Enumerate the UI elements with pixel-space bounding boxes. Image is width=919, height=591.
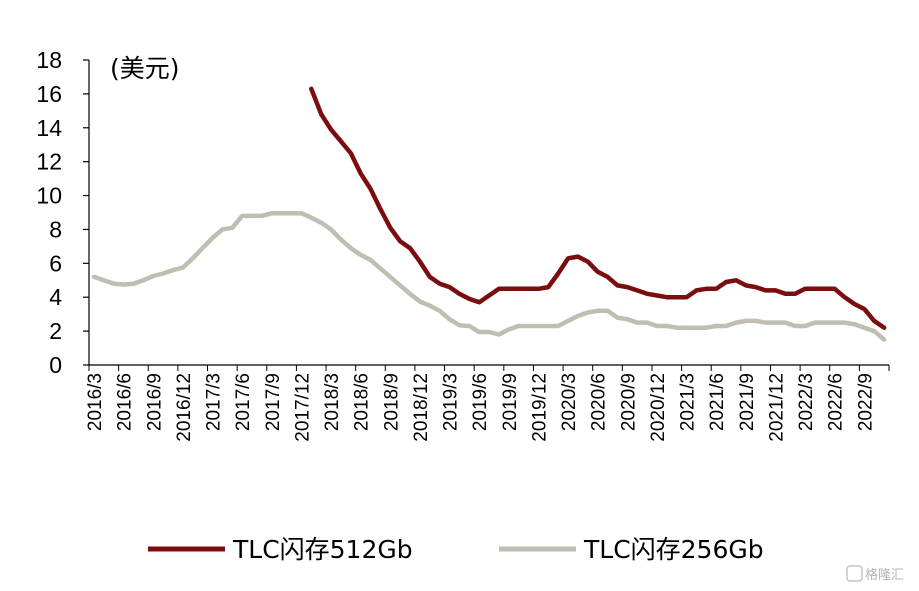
x-tick-label: 2017/9 [263,373,284,431]
x-tick-label: 2016/9 [144,373,165,431]
y-tick-label: 2 [49,318,62,344]
series-line-256gb [91,211,887,342]
legend: TLC闪存512Gb TLC闪存256Gb [148,535,764,564]
x-tick-label: 2019/12 [529,373,550,442]
x-tick-label: 2018/9 [381,373,402,431]
y-tick-label: 4 [49,284,62,310]
unit-label: (美元) [110,54,180,83]
x-tick-label: 2017/12 [292,373,313,442]
y-tick-label: 10 [36,183,62,209]
series-layer [91,86,887,342]
x-tick-label: 2017/3 [204,373,225,431]
y-tick-label: 6 [49,250,62,276]
x-tick-label: 2019/6 [470,373,491,431]
x-tick-label: 2018/3 [322,373,343,431]
x-tick-label: 2018/12 [411,373,432,442]
y-axis: 0 2 4 6 8 10 12 14 16 18 [36,47,90,378]
x-tick-label: 2018/6 [352,373,373,431]
x-tick-label: 2020/9 [618,373,639,431]
legend-label-256gb: TLC闪存256Gb [583,535,764,564]
x-axis: 2016/3 2016/6 2016/9 2016/12 2017/3 2017/6 201… [85,364,890,442]
y-tick-label: 16 [36,81,62,107]
x-tick-label: 2020/12 [648,373,669,442]
x-tick-label: 2022/3 [796,373,817,431]
x-tick-label: 2022/6 [826,373,847,431]
x-tick-label: 2017/6 [233,373,254,431]
x-tick-label: 2019/9 [500,373,521,431]
x-tick-label: 2020/3 [559,373,580,431]
legend-label-512gb: TLC闪存512Gb [232,535,413,564]
y-tick-label: 18 [36,47,62,73]
y-tick-label: 8 [49,216,62,242]
watermark-logo-icon [846,565,863,582]
x-tick-label: 2019/3 [441,373,462,431]
x-tick-label: 2021/6 [707,373,728,431]
x-tick-label: 2016/12 [174,373,195,442]
y-tick-label: 14 [36,115,62,141]
x-tick-label: 2021/9 [737,373,758,431]
y-tick-label: 12 [36,149,62,175]
x-tick-label: 2016/3 [85,373,106,431]
series-line-512gb [309,86,887,330]
x-tick-label: 2021/3 [678,373,699,431]
watermark: 格隆汇 [846,565,904,583]
x-tick-label: 2020/6 [589,373,610,431]
x-tick-label: 2022/9 [855,373,876,431]
x-tick-label: 2016/6 [115,373,136,431]
x-tick-label: 2021/12 [766,373,787,442]
watermark-text: 格隆汇 [865,567,904,583]
y-tick-label: 0 [49,352,62,378]
